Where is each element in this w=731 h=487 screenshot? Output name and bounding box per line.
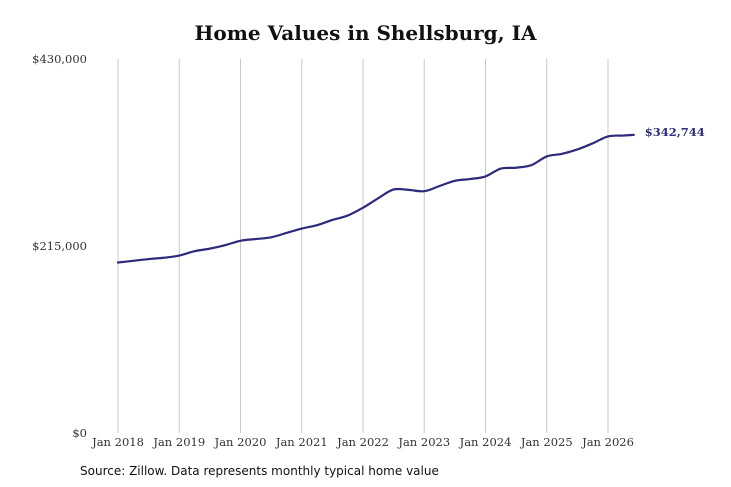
home-value-line xyxy=(116,133,635,264)
x-tick-label: Jan 2019 xyxy=(152,435,205,449)
vertical-gridlines xyxy=(117,59,609,433)
x-tick-label: Jan 2024 xyxy=(459,435,512,449)
x-axis-ticks: Jan 2018 Jan 2019 Jan 2020 Jan 2021 Jan 2022… xyxy=(91,435,634,449)
x-tick-label: Jan 2026 xyxy=(581,435,634,449)
source-note: Source: Zillow. Data represents monthly … xyxy=(80,464,439,478)
x-tick-label: Jan 2020 xyxy=(214,435,267,449)
y-tick-label: $430,000 xyxy=(32,52,87,66)
y-tick-label: $215,000 xyxy=(32,239,87,253)
x-tick-label: Jan 2022 xyxy=(336,435,389,449)
x-tick-label: Jan 2025 xyxy=(520,435,573,449)
x-tick-label: Jan 2018 xyxy=(91,435,144,449)
x-tick-label: Jan 2023 xyxy=(397,435,450,449)
y-axis-ticks: $0 $215,000 $430,000 xyxy=(32,52,87,440)
y-tick-label: $0 xyxy=(72,426,87,440)
x-tick-label: Jan 2021 xyxy=(275,435,328,449)
end-value-label: $342,744 xyxy=(645,125,705,139)
chart-title: Home Values in Shellsburg, IA xyxy=(194,21,537,45)
